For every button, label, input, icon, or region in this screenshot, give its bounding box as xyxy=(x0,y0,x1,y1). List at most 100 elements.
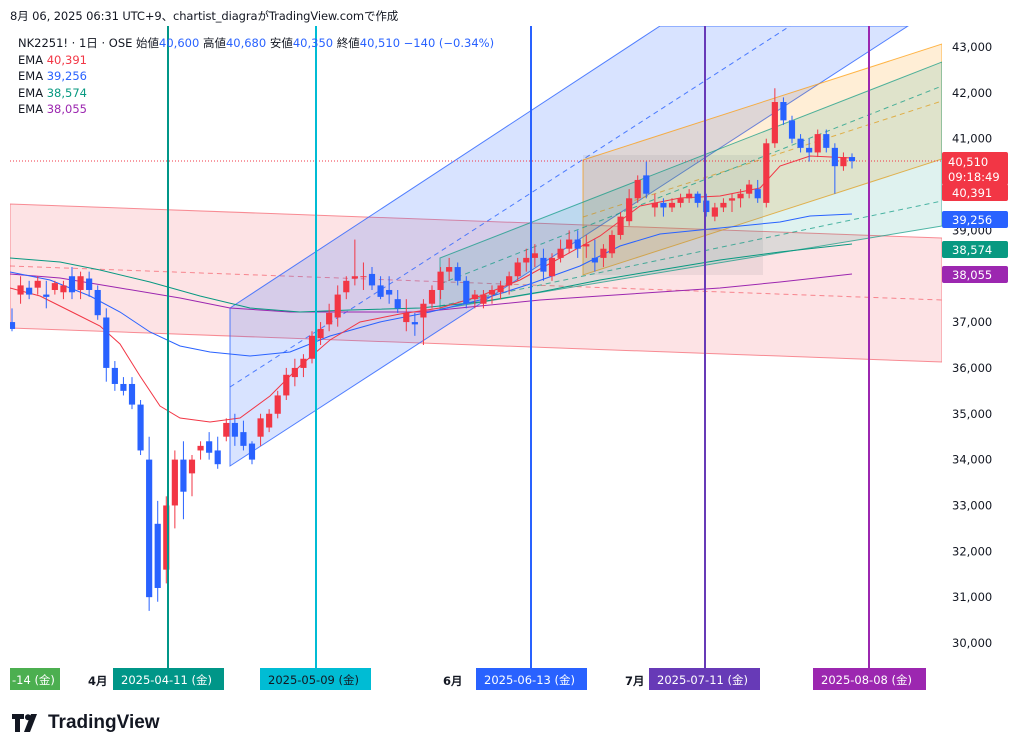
candle-body[interactable] xyxy=(223,422,230,437)
candle-body[interactable] xyxy=(248,443,256,460)
candle-body[interactable] xyxy=(454,267,461,281)
candle-body[interactable] xyxy=(394,299,401,309)
candle-body[interactable] xyxy=(600,248,607,258)
candle-body[interactable] xyxy=(746,184,753,194)
candle-body[interactable] xyxy=(514,262,521,277)
candle-body[interactable] xyxy=(574,239,581,249)
candle-body[interactable] xyxy=(780,102,787,121)
candle-body[interactable] xyxy=(634,179,641,199)
candle-body[interactable] xyxy=(617,216,624,235)
candle-body[interactable] xyxy=(94,289,101,316)
candle-body[interactable] xyxy=(9,322,16,329)
candle-body[interactable] xyxy=(163,505,170,570)
candle-body[interactable] xyxy=(368,273,376,286)
ema-row-2[interactable]: EMA 39,256 xyxy=(18,68,494,85)
candle-body[interactable] xyxy=(60,285,67,293)
candle-body[interactable] xyxy=(506,276,513,286)
candle-body[interactable] xyxy=(283,374,290,396)
candle-body[interactable] xyxy=(231,422,238,437)
ema-green-line[interactable] xyxy=(10,243,853,313)
tradingview-logo[interactable]: TradingView xyxy=(12,712,160,734)
candle-body[interactable] xyxy=(583,244,590,247)
candle-body[interactable] xyxy=(17,285,24,295)
candle-body[interactable] xyxy=(180,459,187,492)
candle-body[interactable] xyxy=(471,294,478,300)
candle-body[interactable] xyxy=(686,193,693,199)
candle-body[interactable] xyxy=(214,450,221,465)
grey-range-box[interactable] xyxy=(583,155,763,275)
candle-body[interactable] xyxy=(608,234,616,254)
candle-body[interactable] xyxy=(351,276,358,279)
candle-body[interactable] xyxy=(626,198,633,222)
ema-purple-line[interactable] xyxy=(10,273,853,313)
price-chart[interactable]: 43,00042,00041,00040,00039,00038,00037,0… xyxy=(0,26,1024,694)
candle-body[interactable] xyxy=(343,280,350,293)
candle-body[interactable] xyxy=(26,287,33,295)
candle-body[interactable] xyxy=(848,157,856,162)
price-axis[interactable]: 43,00042,00041,00040,00039,00038,00037,0… xyxy=(942,26,1024,694)
candle-body[interactable] xyxy=(788,120,796,139)
ema-row-3[interactable]: EMA 38,574 xyxy=(18,85,494,102)
candle-body[interactable] xyxy=(437,271,444,290)
candle-body[interactable] xyxy=(548,257,556,277)
candle-body[interactable] xyxy=(317,328,324,339)
candle-body[interactable] xyxy=(488,289,496,295)
candle-body[interactable] xyxy=(428,289,436,304)
candle-body[interactable] xyxy=(797,138,804,148)
candle-body[interactable] xyxy=(326,312,333,325)
candle-body[interactable] xyxy=(446,267,453,272)
candle-body[interactable] xyxy=(523,257,530,263)
candle-body[interactable] xyxy=(86,278,93,290)
candle-body[interactable] xyxy=(497,285,504,293)
candle-body[interactable] xyxy=(668,202,676,208)
candle-body[interactable] xyxy=(377,285,384,297)
candle-body[interactable] xyxy=(806,147,813,153)
candle-body[interactable] xyxy=(257,418,264,437)
candle-body[interactable] xyxy=(120,383,127,391)
candle-body[interactable] xyxy=(531,253,538,258)
candle-body[interactable] xyxy=(728,198,736,201)
candle-body[interactable] xyxy=(737,193,744,199)
ema-row-4[interactable]: EMA 38,055 xyxy=(18,101,494,118)
candle-body[interactable] xyxy=(103,317,110,368)
candle-body[interactable] xyxy=(291,367,298,378)
candle-body[interactable] xyxy=(197,445,204,451)
candle-body[interactable] xyxy=(334,294,341,318)
candle-body[interactable] xyxy=(411,322,418,325)
candle-body[interactable] xyxy=(814,134,821,153)
candle-body[interactable] xyxy=(754,189,761,199)
candle-body[interactable] xyxy=(77,276,84,290)
candle-body[interactable] xyxy=(274,395,281,414)
candle-body[interactable] xyxy=(643,175,650,194)
candle-body[interactable] xyxy=(188,459,196,474)
candle-body[interactable] xyxy=(711,207,718,217)
candle-body[interactable] xyxy=(660,202,667,208)
candle-body[interactable] xyxy=(540,257,547,272)
candle-body[interactable] xyxy=(34,280,41,288)
candle-body[interactable] xyxy=(154,523,161,588)
candle-body[interactable] xyxy=(206,441,213,453)
candle-body[interactable] xyxy=(840,157,847,167)
candle-body[interactable] xyxy=(694,193,701,203)
candle-body[interactable] xyxy=(137,404,144,451)
candle-body[interactable] xyxy=(266,413,273,428)
candle-body[interactable] xyxy=(463,280,470,304)
time-axis[interactable]: 4月 6月 7月 -14 (金) 2025-04-11 (金) 2025-05-… xyxy=(0,668,1024,694)
candle-body[interactable] xyxy=(128,383,136,405)
candle-body[interactable] xyxy=(720,202,727,208)
candle-body[interactable] xyxy=(300,358,307,368)
candle-body[interactable] xyxy=(591,257,598,263)
candle-body[interactable] xyxy=(360,276,367,278)
candle-body[interactable] xyxy=(823,134,830,148)
candle-body[interactable] xyxy=(51,283,58,290)
red-channel[interactable] xyxy=(10,203,942,363)
candle-body[interactable] xyxy=(557,248,564,258)
candle-body[interactable] xyxy=(480,294,487,304)
candle-body[interactable] xyxy=(771,102,778,144)
candle-body[interactable] xyxy=(566,239,573,249)
candle-body[interactable] xyxy=(68,276,76,293)
candle-body[interactable] xyxy=(703,200,710,213)
candle-body[interactable] xyxy=(171,459,178,506)
candle-body[interactable] xyxy=(111,367,118,384)
candle-body[interactable] xyxy=(651,202,658,208)
